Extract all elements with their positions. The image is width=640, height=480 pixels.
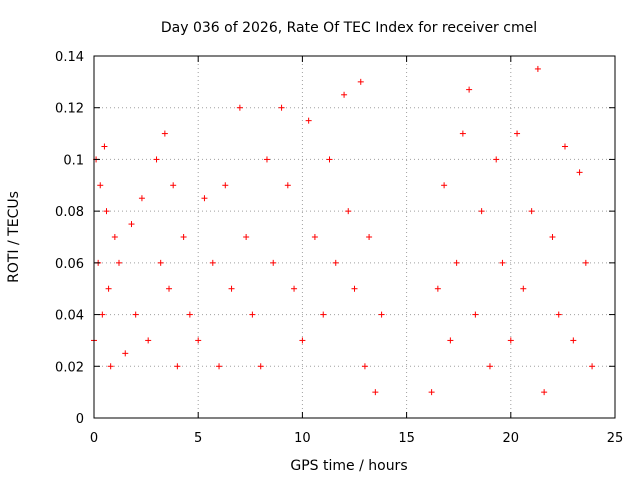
data-point (101, 143, 108, 150)
data-point (145, 337, 152, 344)
data-point (341, 91, 348, 98)
data-point (555, 311, 562, 318)
data-point (366, 234, 373, 240)
data-point (291, 285, 298, 292)
data-point (236, 104, 243, 111)
data-point (105, 285, 112, 292)
data-point (378, 311, 385, 318)
data-point (132, 311, 139, 318)
y-tick-label: 0.1 (63, 153, 84, 168)
x-tick-label: 20 (503, 431, 520, 446)
data-point (372, 389, 379, 396)
data-point (138, 195, 145, 202)
data-point (351, 285, 358, 292)
data-point (478, 208, 485, 215)
data-point (216, 363, 223, 370)
data-point (561, 143, 568, 150)
y-tick-label: 0.12 (55, 102, 84, 117)
data-point (570, 337, 577, 344)
data-point (499, 259, 506, 266)
data-point (441, 182, 448, 189)
x-tick-label: 0 (90, 431, 98, 446)
x-tick-label: 15 (398, 431, 415, 446)
y-tick-label: 0.14 (55, 50, 84, 65)
data-point (201, 195, 208, 202)
data-point (453, 259, 460, 266)
data-point (263, 156, 270, 163)
data-points (91, 65, 596, 396)
data-point (311, 234, 318, 240)
data-point (128, 221, 135, 228)
data-point (434, 285, 441, 292)
data-point (222, 182, 229, 189)
data-point (103, 208, 110, 215)
data-point (493, 156, 500, 163)
x-axis-label: GPS time / hours (290, 458, 407, 474)
data-point (534, 65, 541, 72)
data-point (249, 311, 256, 318)
data-point (174, 363, 181, 370)
x-tick-label: 25 (607, 431, 624, 446)
y-tick-label: 0.04 (55, 309, 84, 324)
chart-title: Day 036 of 2026, Rate Of TEC Index for r… (161, 20, 537, 36)
data-point (326, 156, 333, 163)
data-point (157, 259, 164, 266)
grid-lines (94, 56, 615, 418)
data-point (305, 117, 312, 124)
data-point (228, 285, 235, 292)
data-point (589, 363, 596, 370)
data-point (582, 259, 589, 266)
data-point (357, 78, 364, 85)
y-tick-labels: 0 0.02 0.04 0.06 0.08 0.1 0.12 0.14 (55, 50, 84, 427)
data-point (486, 363, 493, 370)
data-point (466, 86, 473, 93)
data-point (447, 337, 454, 344)
y-tick-label: 0.06 (55, 257, 84, 272)
data-point (541, 389, 548, 396)
data-point (428, 389, 435, 396)
data-point (122, 350, 129, 357)
data-point (361, 363, 368, 370)
x-tick-label: 10 (294, 431, 311, 446)
data-point (180, 234, 187, 240)
axis-ticks (93, 55, 616, 419)
y-tick-label: 0.08 (55, 205, 84, 220)
data-point (528, 208, 535, 215)
data-point (209, 259, 216, 266)
data-point (332, 259, 339, 266)
y-tick-label: 0 (76, 412, 84, 427)
data-point (520, 285, 527, 292)
data-point (111, 234, 118, 240)
data-point (507, 337, 514, 344)
data-point (107, 363, 114, 370)
data-point (320, 311, 327, 318)
data-point (472, 311, 479, 318)
data-point (186, 311, 193, 318)
data-point (549, 234, 556, 240)
data-point (514, 130, 521, 137)
y-axis-label: ROTI / TECUs (6, 191, 22, 283)
data-point (299, 337, 306, 344)
data-point (284, 182, 291, 189)
data-point (278, 104, 285, 111)
data-point (161, 130, 168, 137)
plot-frame (93, 55, 616, 419)
data-point (170, 182, 177, 189)
data-point (153, 156, 160, 163)
data-point (459, 130, 466, 137)
data-point (97, 182, 104, 189)
data-point (345, 208, 352, 215)
data-point (195, 337, 202, 344)
data-point (257, 363, 264, 370)
y-tick-label: 0.02 (55, 360, 84, 375)
data-point (99, 311, 106, 318)
x-tick-label: 5 (194, 431, 202, 446)
data-point (270, 259, 277, 266)
data-point (576, 169, 583, 176)
x-tick-labels: 0 5 10 15 20 25 (90, 431, 623, 446)
data-point (116, 259, 123, 266)
data-point (166, 285, 173, 292)
data-point (243, 234, 250, 240)
